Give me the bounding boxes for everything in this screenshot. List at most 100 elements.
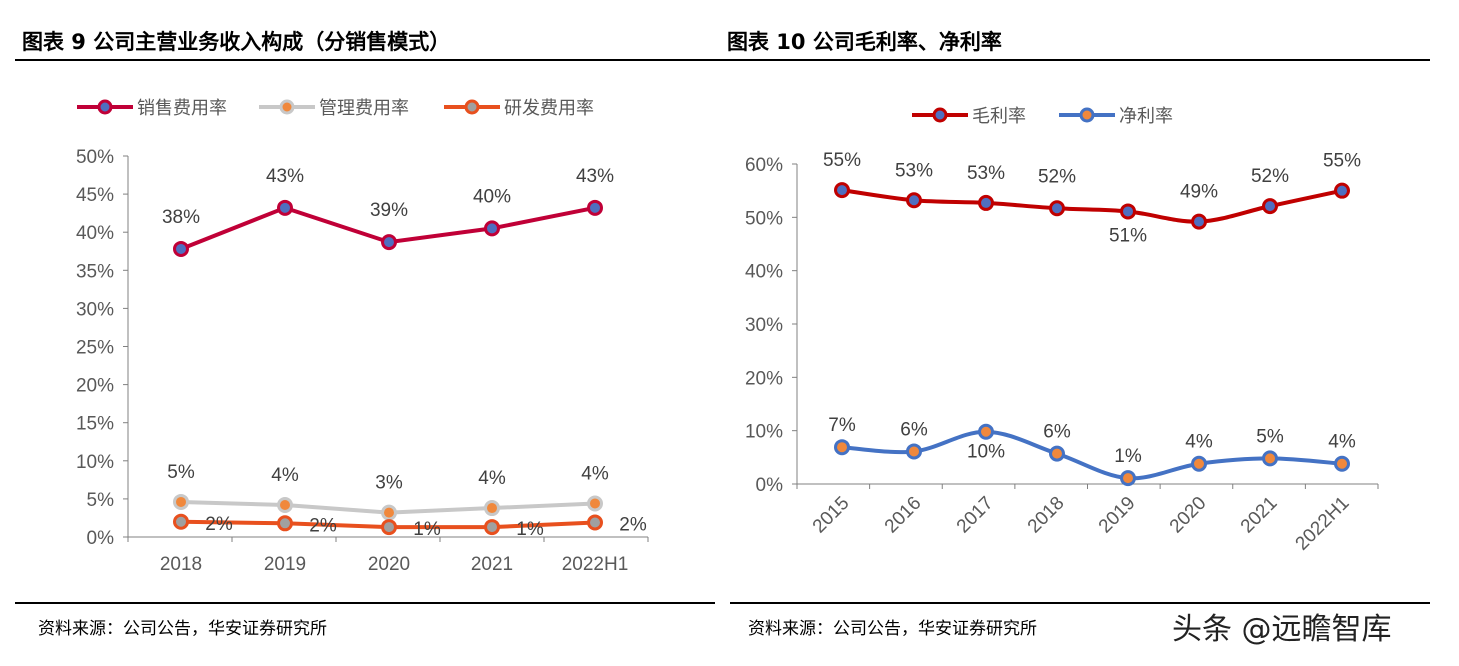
y-tick-label: 35% bbox=[76, 261, 114, 282]
y-tick-label: 40% bbox=[76, 223, 114, 244]
data-label: 40% bbox=[473, 186, 511, 207]
data-point bbox=[277, 515, 293, 532]
y-tick-label: 50% bbox=[76, 147, 114, 168]
data-label: 53% bbox=[967, 163, 1005, 184]
data-label: 43% bbox=[576, 166, 614, 187]
data-point bbox=[587, 495, 603, 512]
y-tick-label: 30% bbox=[76, 299, 114, 320]
data-point bbox=[484, 220, 500, 237]
data-point bbox=[173, 513, 189, 530]
data-point bbox=[587, 199, 603, 216]
legend-label: 管理费用率 bbox=[319, 98, 409, 118]
data-label: 10% bbox=[967, 442, 1005, 463]
data-label: 49% bbox=[1180, 182, 1218, 203]
x-tick-label: 2019 bbox=[264, 554, 306, 575]
y-tick-label: 30% bbox=[745, 315, 783, 336]
y-tick-label: 60% bbox=[745, 155, 783, 176]
x-tick-label: 2022H1 bbox=[1292, 493, 1354, 555]
y-tick-label: 25% bbox=[76, 338, 114, 359]
data-point bbox=[1262, 198, 1278, 215]
legend-label: 净利率 bbox=[1119, 106, 1173, 126]
left-source-rule bbox=[15, 602, 715, 604]
data-label: 5% bbox=[167, 462, 195, 483]
data-point bbox=[381, 504, 397, 521]
x-tick-label: 2018 bbox=[1024, 493, 1069, 538]
data-point bbox=[277, 199, 293, 216]
x-tick-label: 2020 bbox=[368, 554, 410, 575]
data-point bbox=[173, 240, 189, 257]
data-point bbox=[277, 496, 293, 513]
data-point bbox=[173, 493, 189, 510]
data-label: 4% bbox=[1328, 432, 1356, 453]
y-tick-label: 0% bbox=[87, 528, 115, 549]
legend-label: 销售费用率 bbox=[137, 98, 227, 118]
legend-marker bbox=[1079, 107, 1095, 123]
legend-marker bbox=[464, 99, 480, 115]
x-tick-label: 2016 bbox=[881, 493, 926, 538]
data-label: 43% bbox=[266, 166, 304, 187]
x-tick-label: 2021 bbox=[1237, 493, 1282, 538]
y-tick-label: 20% bbox=[76, 376, 114, 397]
data-label: 2% bbox=[309, 515, 337, 536]
x-tick-label: 2015 bbox=[809, 493, 854, 538]
data-point bbox=[906, 443, 922, 460]
data-point bbox=[381, 519, 397, 536]
legend-marker bbox=[932, 107, 948, 123]
data-point bbox=[1191, 455, 1207, 472]
data-label: 5% bbox=[1256, 426, 1284, 447]
data-label: 39% bbox=[370, 200, 408, 221]
data-label: 53% bbox=[895, 160, 933, 181]
data-label: 55% bbox=[823, 150, 861, 171]
data-point bbox=[1120, 203, 1136, 220]
y-tick-label: 45% bbox=[76, 185, 114, 206]
data-label: 1% bbox=[516, 519, 544, 540]
data-label: 1% bbox=[1114, 446, 1142, 467]
data-point bbox=[978, 194, 994, 211]
y-tick-label: 5% bbox=[87, 490, 115, 511]
watermark: 头条 @远瞻智库 bbox=[1172, 612, 1392, 647]
data-point bbox=[484, 519, 500, 536]
y-tick-label: 20% bbox=[745, 368, 783, 389]
legend-label: 毛利率 bbox=[972, 106, 1026, 126]
x-tick-label: 2019 bbox=[1095, 493, 1140, 538]
data-point bbox=[906, 192, 922, 209]
data-label: 51% bbox=[1109, 225, 1147, 246]
data-point bbox=[834, 439, 850, 456]
y-tick-label: 10% bbox=[745, 422, 783, 443]
data-label: 4% bbox=[581, 463, 609, 484]
legend-marker bbox=[279, 99, 295, 115]
data-point bbox=[587, 514, 603, 531]
data-label: 3% bbox=[375, 473, 403, 494]
data-point bbox=[1049, 445, 1065, 462]
data-label: 4% bbox=[478, 468, 506, 489]
data-label: 1% bbox=[413, 519, 441, 540]
x-tick-label: 2021 bbox=[471, 554, 513, 575]
y-tick-label: 50% bbox=[745, 208, 783, 229]
data-point bbox=[1334, 182, 1350, 199]
data-label: 2% bbox=[619, 515, 647, 536]
data-label: 55% bbox=[1323, 151, 1361, 172]
y-tick-label: 10% bbox=[76, 452, 114, 473]
data-point bbox=[1334, 455, 1350, 472]
x-tick-label: 2018 bbox=[160, 554, 202, 575]
data-label: 52% bbox=[1251, 166, 1289, 187]
y-tick-label: 40% bbox=[745, 262, 783, 283]
data-label: 7% bbox=[828, 415, 856, 436]
left-source: 资料来源：公司公告，华安证券研究所 bbox=[38, 619, 327, 639]
y-tick-label: 0% bbox=[756, 475, 784, 496]
data-label: 6% bbox=[1043, 422, 1071, 443]
data-label: 38% bbox=[162, 207, 200, 228]
x-tick-label: 2020 bbox=[1166, 493, 1211, 538]
data-point bbox=[978, 423, 994, 440]
right-source: 资料来源：公司公告，华安证券研究所 bbox=[748, 619, 1037, 639]
data-label: 6% bbox=[900, 419, 928, 440]
data-point bbox=[834, 182, 850, 199]
y-tick-label: 15% bbox=[76, 414, 114, 435]
x-tick-label: 2017 bbox=[953, 493, 998, 538]
data-label: 52% bbox=[1038, 166, 1076, 187]
x-tick-label: 2022H1 bbox=[562, 554, 629, 575]
right-chart-title: 图表 10 公司毛利率、净利率 bbox=[727, 30, 1002, 54]
data-point bbox=[1191, 213, 1207, 230]
legend-label: 研发费用率 bbox=[504, 98, 594, 118]
left-chart-title: 图表 9 公司主营业务收入构成（分销售模式） bbox=[22, 30, 451, 54]
